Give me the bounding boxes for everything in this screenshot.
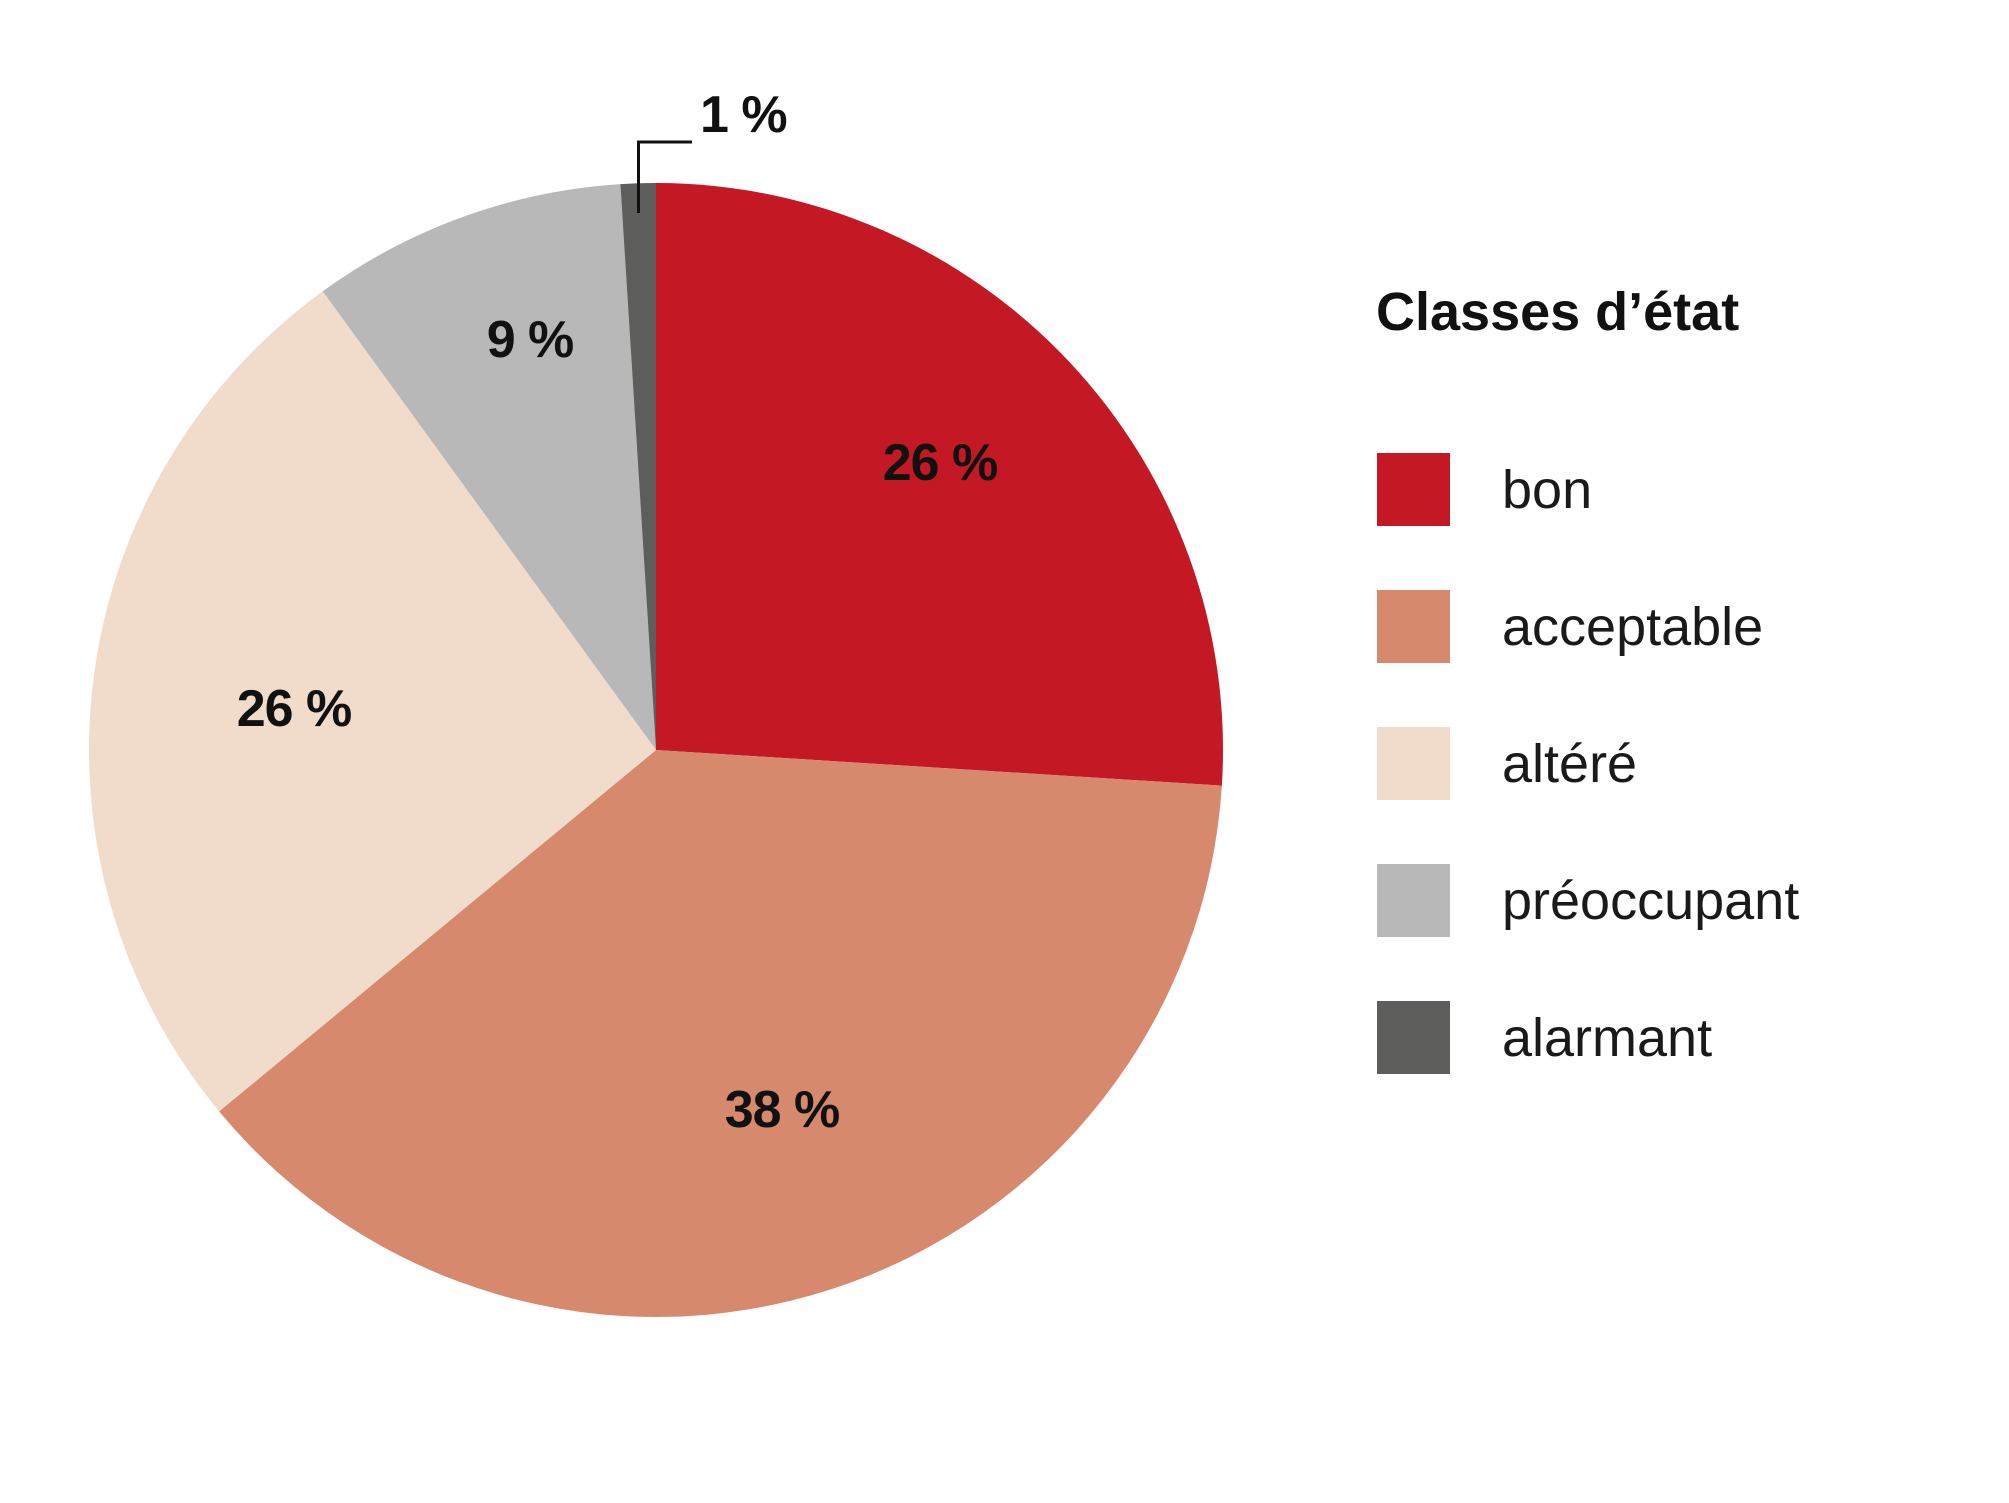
pie-slice-altere bbox=[88, 291, 657, 1112]
slice-label-acceptable: 38 % bbox=[725, 1081, 840, 1139]
legend-swatch-acceptable bbox=[1377, 590, 1450, 663]
legend-label-altere: altéré bbox=[1502, 734, 1637, 794]
legend-items: bon acceptable altéré préoccupant alarmant bbox=[1377, 453, 1799, 1074]
legend-item-preoccupant: préoccupant bbox=[1377, 864, 1799, 937]
legend-label-bon: bon bbox=[1502, 460, 1592, 520]
legend-swatch-alarmant bbox=[1377, 1001, 1450, 1074]
legend: Classes d’état bon acceptable altéré préocc… bbox=[1376, 282, 1799, 1074]
pie-slice-bon bbox=[656, 183, 1223, 786]
legend-item-acceptable: acceptable bbox=[1377, 590, 1763, 663]
legend-swatch-preoccupant bbox=[1377, 864, 1450, 937]
slice-label-bon: 26 % bbox=[883, 434, 998, 492]
pie-slices bbox=[88, 183, 1223, 1317]
legend-label-preoccupant: préoccupant bbox=[1502, 871, 1799, 931]
legend-swatch-altere bbox=[1377, 727, 1450, 800]
slice-label-altere: 26 % bbox=[237, 680, 352, 738]
legend-label-acceptable: acceptable bbox=[1502, 597, 1763, 657]
leader-line-alarmant bbox=[637, 140, 692, 213]
slice-label-preoccupant: 9 % bbox=[487, 311, 574, 369]
pie-slice-acceptable bbox=[219, 750, 1222, 1317]
legend-swatch-bon bbox=[1377, 453, 1450, 526]
legend-item-alarmant: alarmant bbox=[1377, 1001, 1712, 1074]
legend-item-altere: altéré bbox=[1377, 727, 1637, 800]
legend-label-alarmant: alarmant bbox=[1502, 1008, 1712, 1068]
pie-slice-alarmant bbox=[620, 183, 656, 750]
slice-label-alarmant: 1 % bbox=[700, 86, 787, 144]
pie-slice-labels: 26 % 38 % 26 % 9 % 1 % bbox=[237, 86, 999, 1139]
pie-slice-preoccupant bbox=[322, 184, 656, 751]
legend-item-bon: bon bbox=[1377, 453, 1592, 526]
legend-title: Classes d’état bbox=[1376, 282, 1739, 342]
